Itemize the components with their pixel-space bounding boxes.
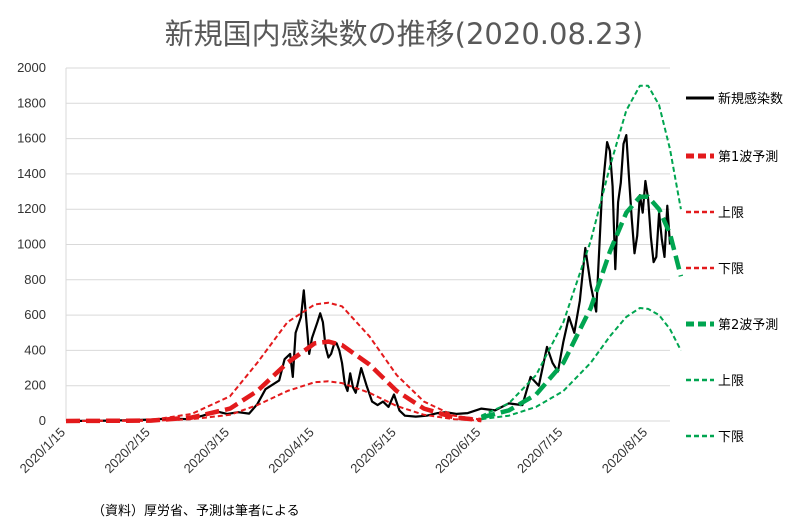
series-line-0 [65, 134, 672, 423]
x-tick-label: 2020/5/15 [347, 425, 399, 477]
x-axis: 2020/1/15 2020/2/15 2020/3/15 2020/4/15 2020… [17, 425, 651, 477]
series-line-5 [480, 84, 682, 417]
series-line-6 [481, 307, 682, 421]
legend-label-5: 上限 [718, 374, 744, 389]
y-tick-label: 1400 [17, 166, 46, 181]
legend-label-2: 上限 [718, 206, 744, 221]
series-line-3 [65, 380, 482, 422]
series-line-2 [65, 301, 482, 422]
x-tick-label: 2020/3/15 [181, 425, 233, 477]
legend-label-6: 下限 [718, 430, 744, 445]
y-tick-label: 1800 [17, 95, 46, 110]
legend-label-3: 下限 [718, 262, 744, 277]
series-line-4 [480, 194, 684, 420]
y-tick-label: 1600 [17, 131, 46, 146]
plot-area [65, 84, 684, 424]
x-tick-label: 2020/1/15 [17, 425, 69, 477]
chart-title: 新規国内感染数の推移(2020.08.23) [165, 17, 644, 51]
y-tick-label: 0 [39, 413, 46, 428]
legend-label-4: 第2波予測 [718, 318, 778, 333]
x-tick-label: 2020/2/15 [101, 425, 153, 477]
x-tick-label: 2020/6/15 [432, 425, 484, 477]
series-line-1 [65, 339, 482, 424]
y-tick-label: 200 [24, 378, 46, 393]
y-tick-label: 600 [24, 307, 46, 322]
y-axis: 0 200 400 600 800 1000 1200 1400 1600 1800 2000 [17, 60, 46, 428]
legend-label-0: 新規感染数 [718, 91, 783, 107]
y-tick-label: 800 [24, 272, 46, 287]
grid [65, 67, 670, 422]
legend-label-1: 第1波予測 [718, 150, 778, 165]
x-tick-label: 2020/7/15 [514, 425, 566, 477]
y-tick-label: 2000 [17, 60, 46, 75]
x-tick-label: 2020/4/15 [265, 425, 317, 477]
y-tick-label: 400 [24, 342, 46, 357]
y-tick-label: 1200 [17, 201, 46, 216]
source-note: （資料）厚労省、予測は筆者による [92, 504, 300, 519]
y-tick-label: 1000 [17, 237, 46, 252]
x-tick-label: 2020/8/15 [599, 425, 651, 477]
